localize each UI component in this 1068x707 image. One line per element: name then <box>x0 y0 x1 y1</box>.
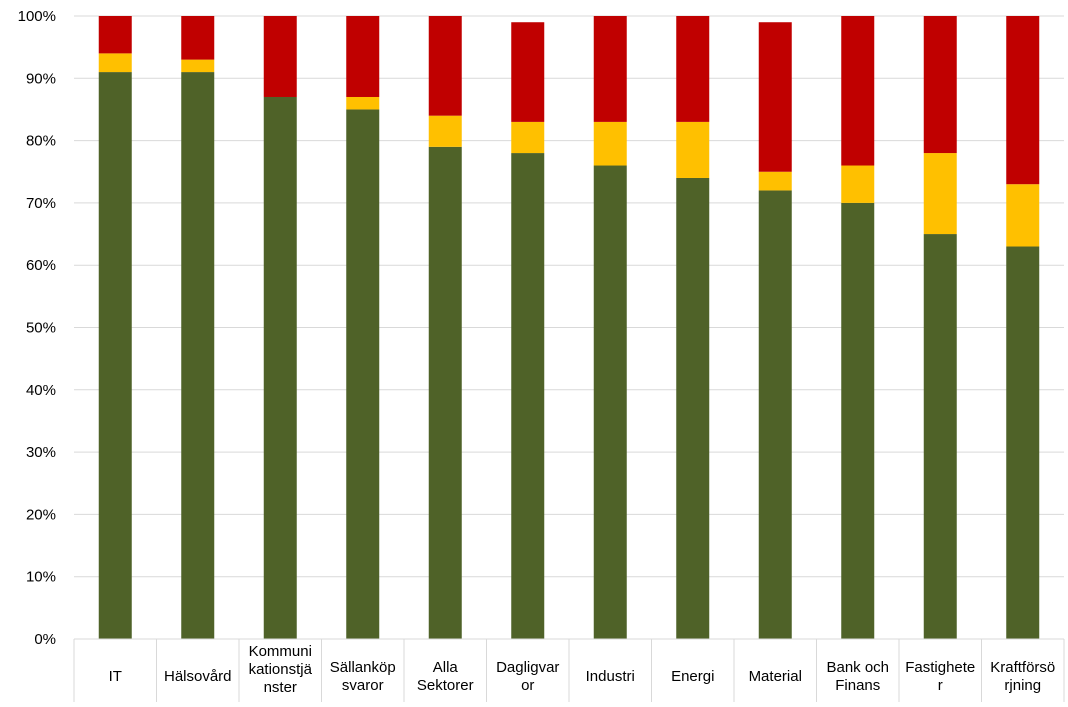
y-tick-label: 0% <box>34 631 56 648</box>
x-tick-label-line: nster <box>264 679 297 696</box>
bar-segment-3 <box>181 16 215 60</box>
x-tick-label: Bank och Finans <box>826 659 889 694</box>
x-tick-label-line: Material <box>749 668 802 685</box>
bar-segment-1 <box>511 153 545 639</box>
x-tick-label-line: kationstjä <box>249 661 313 678</box>
bars <box>98 16 1040 640</box>
x-tick-label: Kommuni kationstjä nster <box>249 643 313 696</box>
bar-segment-3 <box>511 22 545 122</box>
x-tick-label-line: Alla <box>433 659 459 676</box>
bar-segment-2 <box>841 165 875 203</box>
gridlines <box>74 15 1064 578</box>
x-tick-label: Dagligvar or <box>496 659 559 694</box>
x-tick-label-line: Sektorer <box>417 677 474 694</box>
x-tick-label-line: r <box>938 677 943 694</box>
x-tick-label: Energi <box>671 668 714 685</box>
y-tick-label: 20% <box>26 506 56 523</box>
bar-segment-3 <box>593 16 627 122</box>
x-tick-label-line: rjning <box>1004 677 1041 694</box>
x-tick-labels: IT Hälsovård Kommuni kationstjä nster Sällank… <box>109 643 1056 696</box>
bar-segment-3 <box>428 16 462 116</box>
bar-segment-2 <box>1006 184 1040 247</box>
bar-segment-3 <box>676 16 710 122</box>
x-tick-label: Industri <box>586 668 635 685</box>
bar-segment-1 <box>98 72 132 639</box>
x-tick-label-line: Energi <box>671 668 714 685</box>
bar-segment-3 <box>923 16 957 154</box>
y-tick-label: 30% <box>26 444 56 461</box>
bar-segment-2 <box>428 115 462 147</box>
x-tick-label: IT <box>109 668 122 685</box>
x-tick-label-line: Sällanköp <box>330 659 396 676</box>
x-tick-label: Kraftförsö rjning <box>990 659 1055 694</box>
bar-segment-3 <box>263 16 297 97</box>
x-tick-label-line: Finans <box>835 677 880 694</box>
bar-segment-1 <box>346 109 380 639</box>
x-tick-label: Hälsovård <box>164 668 232 685</box>
axes <box>73 638 1065 702</box>
bar-segment-1 <box>758 190 792 639</box>
y-tick-labels: 0% 10% 20% 30% 40% 50% 60% 70% 80% 90% 100% <box>18 8 56 648</box>
y-tick-label: 80% <box>26 133 56 150</box>
bar-segment-3 <box>841 16 875 166</box>
bar-segment-1 <box>1006 246 1040 639</box>
y-tick-label: 10% <box>26 569 56 586</box>
y-tick-label: 40% <box>26 382 56 399</box>
bar-segment-1 <box>428 146 462 639</box>
x-tick-label-line: Dagligvar <box>496 659 559 676</box>
x-tick-label-line: svaror <box>342 677 384 694</box>
bar-segment-1 <box>593 165 627 639</box>
bar-segment-2 <box>923 153 957 235</box>
bar-segment-3 <box>1006 16 1040 185</box>
x-tick-label-line: Industri <box>586 668 635 685</box>
bar-segment-1 <box>923 234 957 640</box>
bar-segment-2 <box>346 96 380 110</box>
x-tick-label-line: Kraftförsö <box>990 659 1055 676</box>
x-tick-label-line: Bank och <box>826 659 889 676</box>
bar-segment-1 <box>676 177 710 640</box>
x-tick-label: Alla Sektorer <box>417 659 474 694</box>
bar-segment-3 <box>346 16 380 97</box>
bar-segment-1 <box>181 72 215 639</box>
y-tick-label: 60% <box>26 257 56 274</box>
x-tick-label-line: Fastighete <box>905 659 975 676</box>
bar-segment-2 <box>676 121 710 178</box>
x-tick-label-line: Kommuni <box>249 643 312 660</box>
y-tick-label: 90% <box>26 70 56 87</box>
x-tick-label-line: or <box>521 677 534 694</box>
bar-segment-3 <box>758 22 792 172</box>
y-tick-label: 70% <box>26 195 56 212</box>
x-tick-label-line: IT <box>109 668 122 685</box>
bar-segment-2 <box>98 53 132 73</box>
bar-segment-1 <box>263 96 297 640</box>
bar-segment-2 <box>511 121 545 154</box>
y-tick-label: 100% <box>18 8 56 25</box>
bar-segment-2 <box>181 59 215 73</box>
y-tick-label: 50% <box>26 320 56 337</box>
bar-segment-1 <box>841 202 875 639</box>
bar-segment-2 <box>593 121 627 166</box>
bar-segment-3 <box>98 16 132 54</box>
x-tick-label: Fastighete r <box>905 659 975 694</box>
x-tick-label-line: Hälsovård <box>164 668 232 685</box>
bar-segment-2 <box>758 171 792 191</box>
x-tick-label: Material <box>749 668 802 685</box>
x-tick-label: Sällanköp svaror <box>330 659 396 694</box>
